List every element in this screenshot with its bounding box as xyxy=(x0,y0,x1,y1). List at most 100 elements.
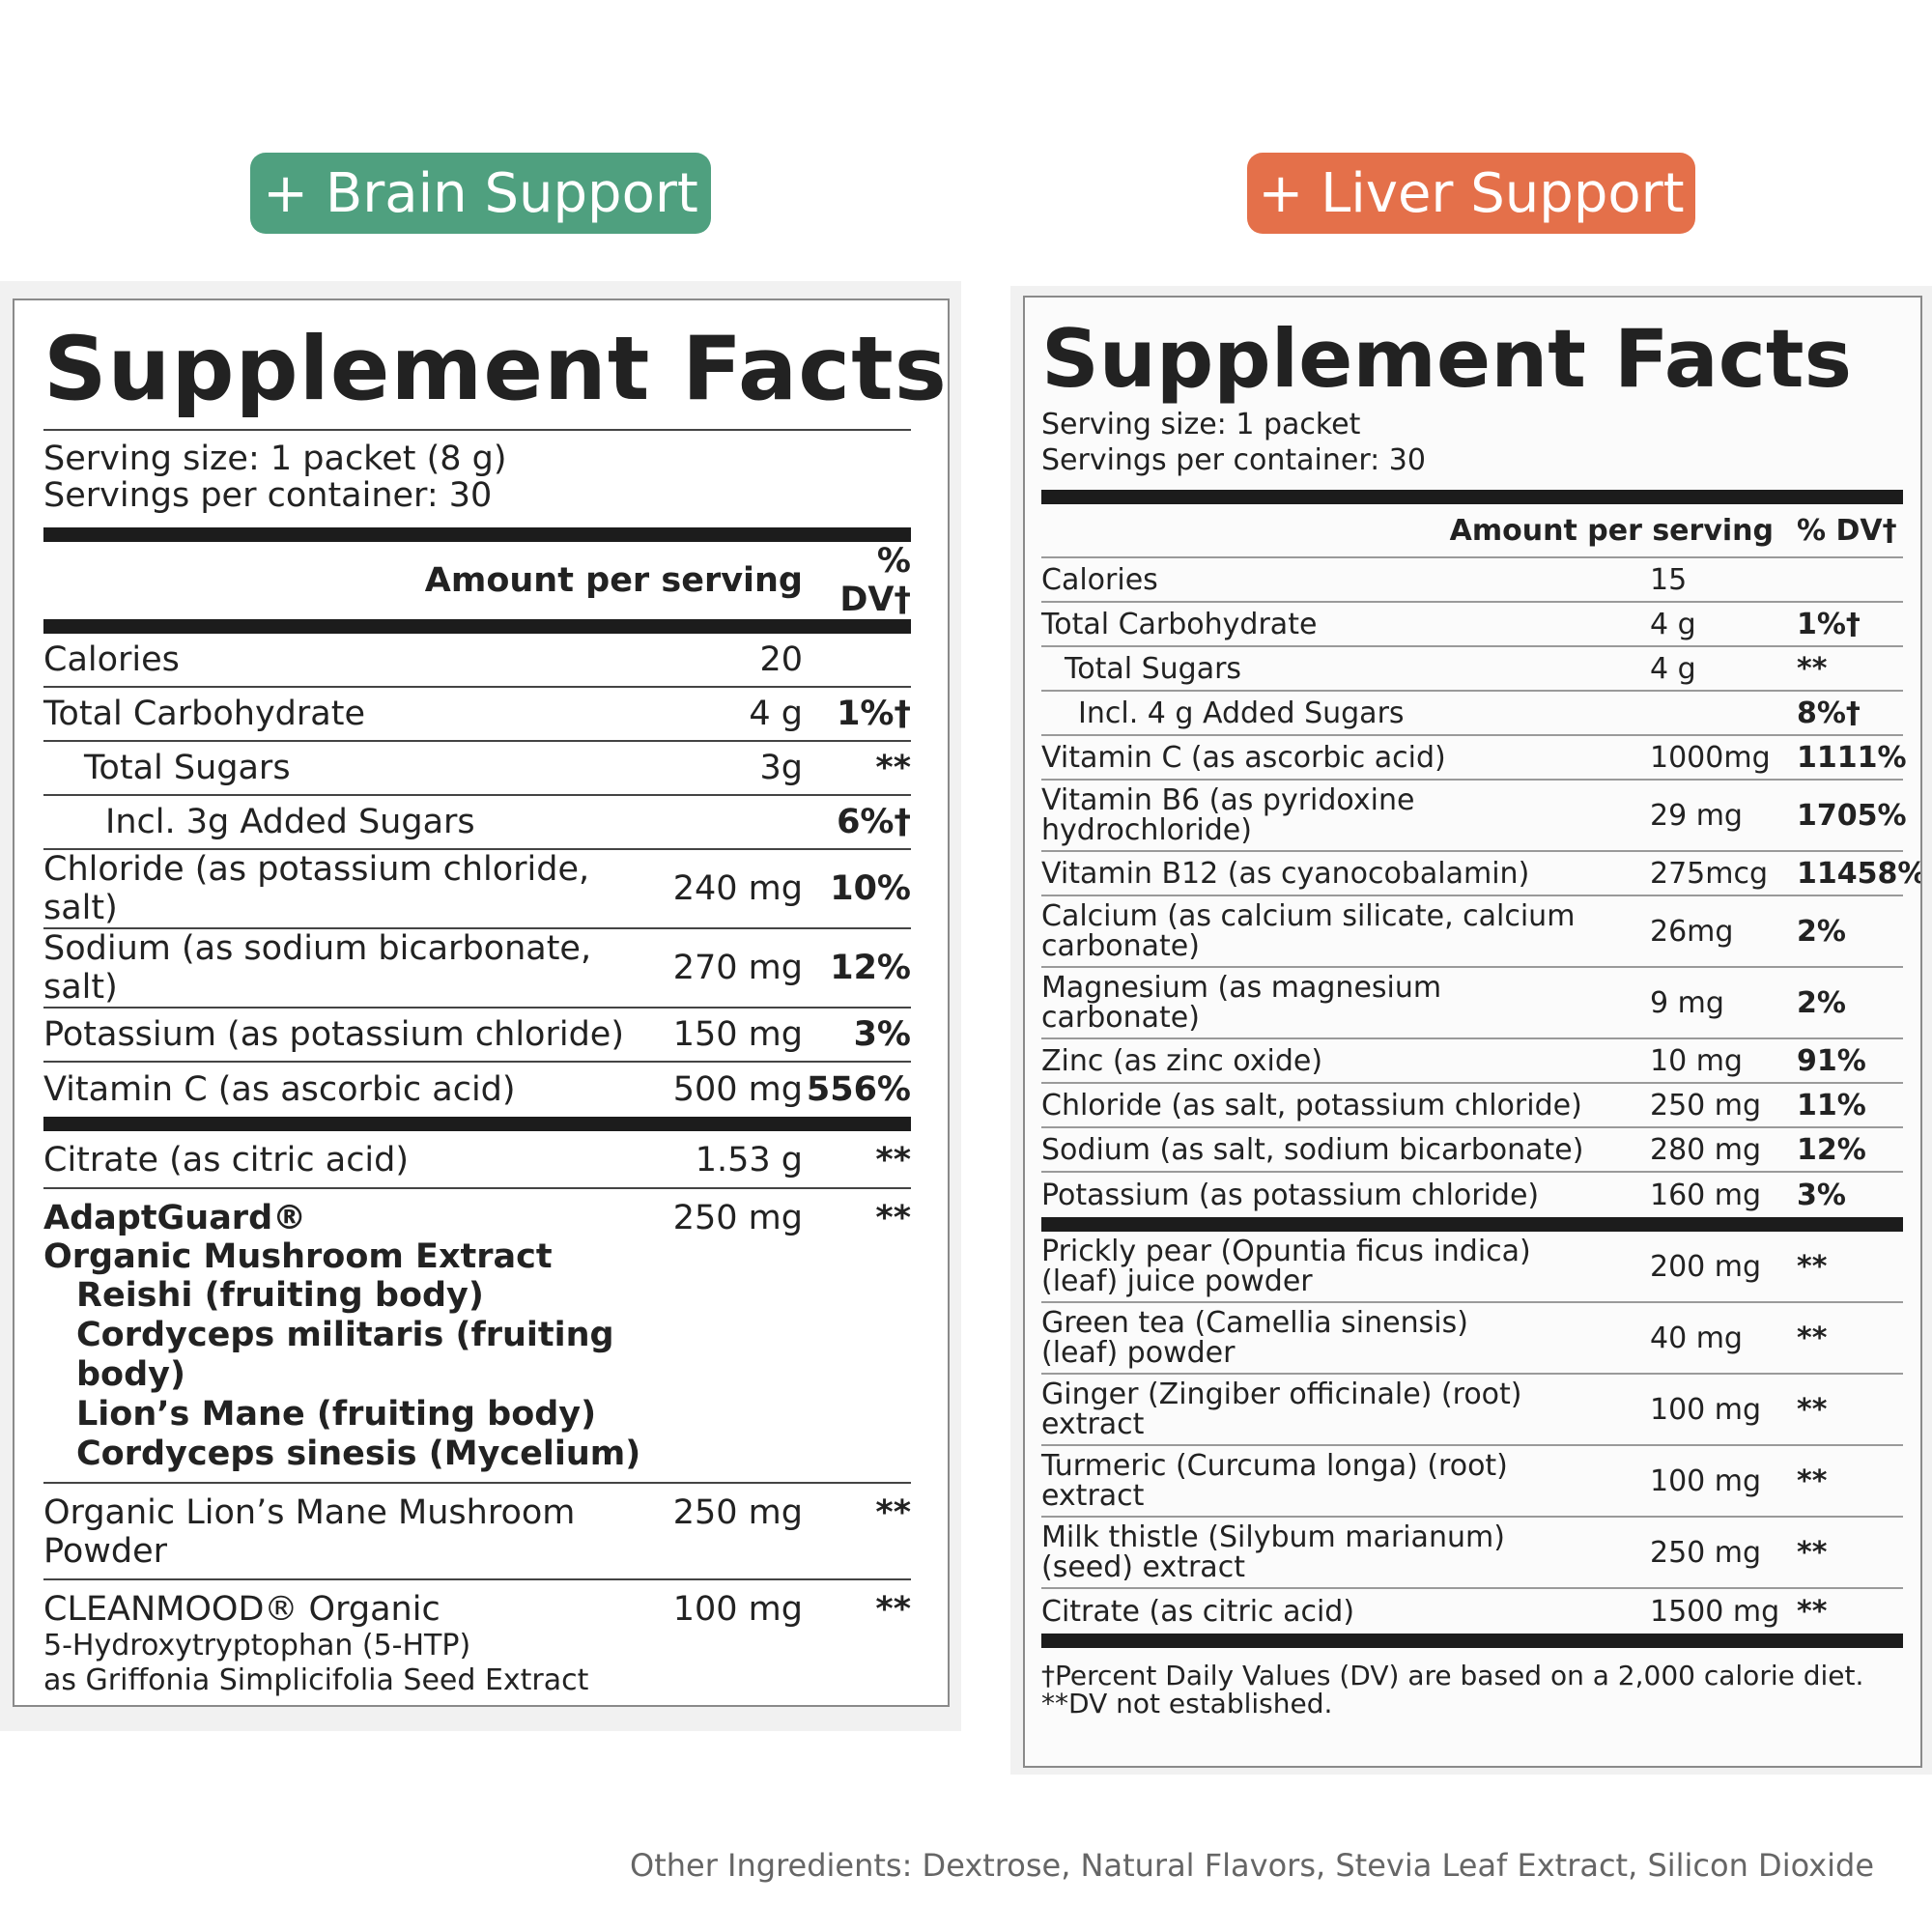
thick-rule xyxy=(1041,490,1903,504)
name-line: Organic Mushroom Extract xyxy=(43,1237,553,1276)
name-line: (leaf) juice powder xyxy=(1041,1264,1313,1298)
nutrient-name: Incl. 4 g Added Sugars xyxy=(1041,698,1650,728)
amount: 26mg xyxy=(1650,914,1734,949)
name-line: Green tea (Camellia sinensis) xyxy=(1041,1306,1468,1340)
nutrient-row: Citrate (as citric acid) 1500 mg ** xyxy=(1041,1589,1903,1634)
daily-value: 3% xyxy=(853,1015,911,1054)
nutrient-row: Chloride (as potassium chloride, salt) 24… xyxy=(43,850,911,929)
thick-rule xyxy=(43,1117,911,1131)
serving-line: Serving size: 1 packet (8 g) xyxy=(43,440,507,478)
nutrient-name: Potassium (as potassium chloride) xyxy=(1041,1180,1650,1210)
footnote: †Percent Daily Values (DV) are based on … xyxy=(1041,1660,1864,1691)
name-line: AdaptGuard® xyxy=(43,1199,307,1237)
daily-value: 2% xyxy=(1797,985,1846,1020)
amount: 29 mg xyxy=(1650,798,1743,833)
nutrient-row: Sodium (as sodium bicarbonate, salt) 270 … xyxy=(43,929,911,1009)
nutrient-name: Vitamin B12 (as cyanocobalamin) xyxy=(1041,859,1650,889)
daily-value: ** xyxy=(875,749,911,787)
amount: 100 mg xyxy=(672,1590,803,1629)
name-line: Incl. 3g Added Sugars xyxy=(105,803,475,841)
serving: Serving size: 1 packet Servings per conta… xyxy=(1041,407,1903,490)
nutrient-row: Sodium (as salt, sodium bicarbonate) 280 … xyxy=(1041,1128,1903,1173)
nutrient-row: Chloride (as salt, potassium chloride) 25… xyxy=(1041,1084,1903,1128)
amount: 500 mg xyxy=(672,1070,803,1109)
serving-line: Serving size: 1 packet xyxy=(1041,408,1361,441)
daily-value: ** xyxy=(1797,1535,1828,1570)
nutrient-name: Milk thistle (Silybum marianum) (seed) ex… xyxy=(1041,1522,1650,1582)
nutrient-row: Green tea (Camellia sinensis) (leaf) powd… xyxy=(1041,1303,1903,1375)
nutrient-name: Vitamin B6 (as pyridoxine hydrochloride) xyxy=(1041,785,1650,845)
daily-value: 1%† xyxy=(837,695,911,733)
thick-rule xyxy=(1041,1217,1903,1232)
name-line: Ginger (Zingiber officinale) (root) xyxy=(1041,1378,1522,1411)
daily-value: ** xyxy=(1797,1594,1828,1629)
nutrient-row: Calories 20 xyxy=(43,634,911,688)
thick-rule xyxy=(43,527,911,542)
name-line: Turmeric (Curcuma longa) (root) xyxy=(1041,1449,1508,1483)
name-line: Vitamin B12 (as cyanocobalamin) xyxy=(1041,856,1530,891)
daily-value: ** xyxy=(1797,651,1828,686)
nutrient-row: Potassium (as potassium chloride) 160 mg 3… xyxy=(1041,1173,1903,1217)
name-line: Organic Lion’s Mane Mushroom Powder xyxy=(43,1493,576,1571)
header-dv: % DV† xyxy=(1797,513,1897,548)
nutrient-row: Citrate (as citric acid) 1.53 g ** xyxy=(43,1131,911,1189)
amount: 4 g xyxy=(1650,607,1696,641)
daily-value: ** xyxy=(1797,1392,1828,1427)
nutrient-name: Vitamin C (as ascorbic acid) xyxy=(43,1070,658,1109)
amount: 250 mg xyxy=(672,1493,803,1532)
name-line: hydrochloride) xyxy=(1041,813,1252,847)
daily-value: 3% xyxy=(1797,1178,1846,1212)
badge: + Liver Support xyxy=(1247,153,1695,234)
nutrient-row: Total Carbohydrate 4 g 1%† xyxy=(1041,603,1903,647)
daily-value: ** xyxy=(875,1141,911,1179)
daily-value: ** xyxy=(875,1590,911,1629)
name-line: Total Carbohydrate xyxy=(1041,607,1318,641)
name-line: Zinc (as zinc oxide) xyxy=(1041,1043,1323,1078)
name-line: extract xyxy=(1041,1407,1145,1441)
amount: 100 mg xyxy=(1650,1463,1762,1498)
daily-value: ** xyxy=(875,1493,911,1532)
nutrient-name: Potassium (as potassium chloride) xyxy=(43,1015,658,1054)
nutrient-row: Vitamin B12 (as cyanocobalamin) 275mcg 114… xyxy=(1041,852,1920,896)
nutrient-row: Calories 15 xyxy=(1041,558,1903,603)
amount: 100 mg xyxy=(1650,1392,1762,1427)
amount: 160 mg xyxy=(1650,1178,1762,1212)
daily-value: 10% xyxy=(830,869,911,908)
name-line: Citrate (as citric acid) xyxy=(1041,1594,1355,1629)
section: Prickly pear (Opuntia ficus indica) (leaf… xyxy=(1041,1232,1903,1634)
header-amount: Amount per serving xyxy=(1449,513,1774,548)
nutrient-name: Calories xyxy=(1041,565,1650,595)
daily-value: 1111% xyxy=(1797,740,1907,775)
section: Calories 15 Total Carbohydrate 4 g 1%† Total … xyxy=(1041,558,1920,1217)
daily-value: 11% xyxy=(1797,1088,1866,1122)
amount: 1.53 g xyxy=(695,1141,803,1179)
nutrient-row: Organic Lion’s Mane Mushroom Powder 250 m… xyxy=(43,1484,911,1580)
nutrient-row: Calcium (as calcium silicate, calcium car… xyxy=(1041,896,1903,968)
amount: 200 mg xyxy=(1650,1249,1762,1284)
amount: 4 g xyxy=(749,695,803,733)
footnote: **DV not established. xyxy=(1041,1688,1333,1719)
nutrient-row: CLEANMOOD® Organic 5-Hydroxytryptophan (5… xyxy=(43,1580,911,1705)
nutrient-name: Turmeric (Curcuma longa) (root) extract xyxy=(1041,1451,1650,1511)
component: Reishi (fruiting body) xyxy=(76,1276,484,1315)
daily-value: ** xyxy=(1797,1463,1828,1498)
name-line: as Griffonia Simplicifolia Seed Extract xyxy=(43,1663,589,1697)
name-line: Vitamin C (as ascorbic acid) xyxy=(43,1070,516,1109)
header-row: Amount per serving % DV† xyxy=(43,542,911,619)
daily-value: 12% xyxy=(1797,1132,1866,1167)
name-line: Total Carbohydrate xyxy=(43,695,365,733)
name-line: Total Sugars xyxy=(1065,651,1242,686)
daily-value: ** xyxy=(1797,1249,1828,1284)
nutrient-row: Potassium (as potassium chloride) 150 mg 3… xyxy=(43,1009,911,1063)
name-line: carbonate) xyxy=(1041,1001,1200,1035)
amount: 10 mg xyxy=(1650,1043,1743,1078)
amount: 9 mg xyxy=(1650,985,1724,1020)
name-line: Calories xyxy=(1041,562,1158,597)
nutrient-name: Magnesium (as magnesium carbonate) xyxy=(1041,973,1650,1033)
daily-value: 1%† xyxy=(1797,607,1861,641)
thick-rule xyxy=(1041,1634,1903,1648)
serving-line: Servings per container: 30 xyxy=(43,476,493,515)
name-line: 5-Hydroxytryptophan (5-HTP) xyxy=(43,1629,471,1662)
footnotes: †Percent Daily Values (DV) are based on … xyxy=(1041,1648,1903,1718)
daily-value: 1705% xyxy=(1797,798,1907,833)
